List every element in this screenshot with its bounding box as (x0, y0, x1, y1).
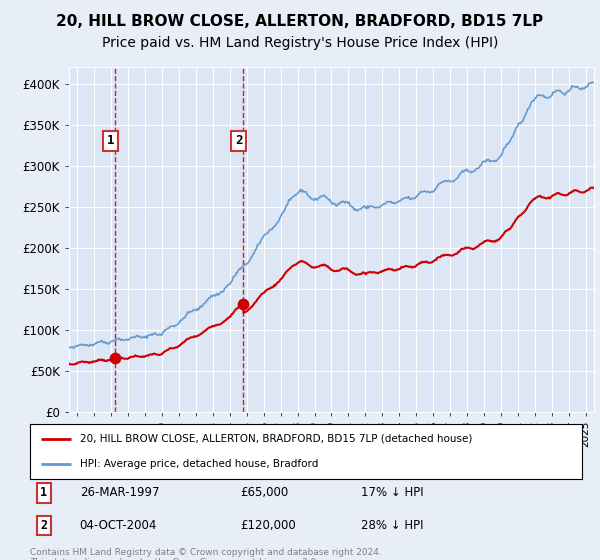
Text: 20, HILL BROW CLOSE, ALLERTON, BRADFORD, BD15 7LP: 20, HILL BROW CLOSE, ALLERTON, BRADFORD,… (56, 14, 544, 29)
Text: Contains HM Land Registry data © Crown copyright and database right 2024.
This d: Contains HM Land Registry data © Crown c… (30, 548, 382, 560)
Text: 2: 2 (40, 519, 47, 532)
Text: 26-MAR-1997: 26-MAR-1997 (80, 487, 159, 500)
Text: 04-OCT-2004: 04-OCT-2004 (80, 519, 157, 532)
Text: Price paid vs. HM Land Registry's House Price Index (HPI): Price paid vs. HM Land Registry's House … (102, 36, 498, 50)
Text: 1: 1 (107, 134, 115, 147)
Text: HPI: Average price, detached house, Bradford: HPI: Average price, detached house, Brad… (80, 459, 318, 469)
Text: £65,000: £65,000 (240, 487, 288, 500)
Text: £120,000: £120,000 (240, 519, 296, 532)
Text: 1: 1 (40, 487, 47, 500)
Point (110, 354, 120, 363)
Point (238, 300, 248, 309)
Text: 28% ↓ HPI: 28% ↓ HPI (361, 519, 424, 532)
Text: 17% ↓ HPI: 17% ↓ HPI (361, 487, 424, 500)
Text: 20, HILL BROW CLOSE, ALLERTON, BRADFORD, BD15 7LP (detached house): 20, HILL BROW CLOSE, ALLERTON, BRADFORD,… (80, 434, 472, 444)
Text: 2: 2 (235, 134, 242, 147)
